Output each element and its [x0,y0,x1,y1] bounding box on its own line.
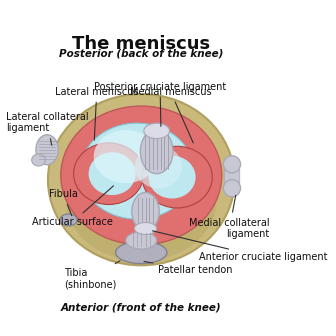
Text: Anterior (front of the knee): Anterior (front of the knee) [61,302,221,312]
Ellipse shape [140,129,173,174]
Ellipse shape [116,241,167,263]
Text: Posterior (back of the knee): Posterior (back of the knee) [59,49,223,59]
Ellipse shape [142,146,212,208]
Text: Anterior cruciate ligament: Anterior cruciate ligament [153,231,328,262]
Ellipse shape [61,106,222,245]
Text: Medial collateral
ligament: Medial collateral ligament [189,195,270,239]
Ellipse shape [48,94,235,265]
Text: The meniscus: The meniscus [72,35,210,53]
Text: Fibula: Fibula [49,189,78,216]
Ellipse shape [223,156,241,173]
Text: Articular surface: Articular surface [32,186,114,227]
Ellipse shape [89,152,136,195]
Text: Tibia
(shinbone): Tibia (shinbone) [64,261,120,290]
Ellipse shape [223,180,241,197]
Ellipse shape [81,123,194,219]
Ellipse shape [149,156,196,199]
Ellipse shape [135,145,182,188]
Ellipse shape [126,232,157,249]
Ellipse shape [132,193,159,230]
Ellipse shape [74,143,144,205]
Ellipse shape [94,130,158,183]
Ellipse shape [36,135,58,165]
Ellipse shape [32,154,45,166]
Ellipse shape [66,141,216,261]
Text: Patellar tendon: Patellar tendon [144,261,233,275]
Text: Lateral meniscus: Lateral meniscus [55,87,138,140]
Ellipse shape [60,214,77,226]
Text: Medial meniscus: Medial meniscus [130,87,211,143]
FancyBboxPatch shape [224,166,240,186]
Ellipse shape [144,123,169,138]
Text: Posterior cruciate ligament: Posterior cruciate ligament [94,82,226,126]
Text: Lateral collateral
ligament: Lateral collateral ligament [6,112,89,145]
Ellipse shape [134,222,157,235]
